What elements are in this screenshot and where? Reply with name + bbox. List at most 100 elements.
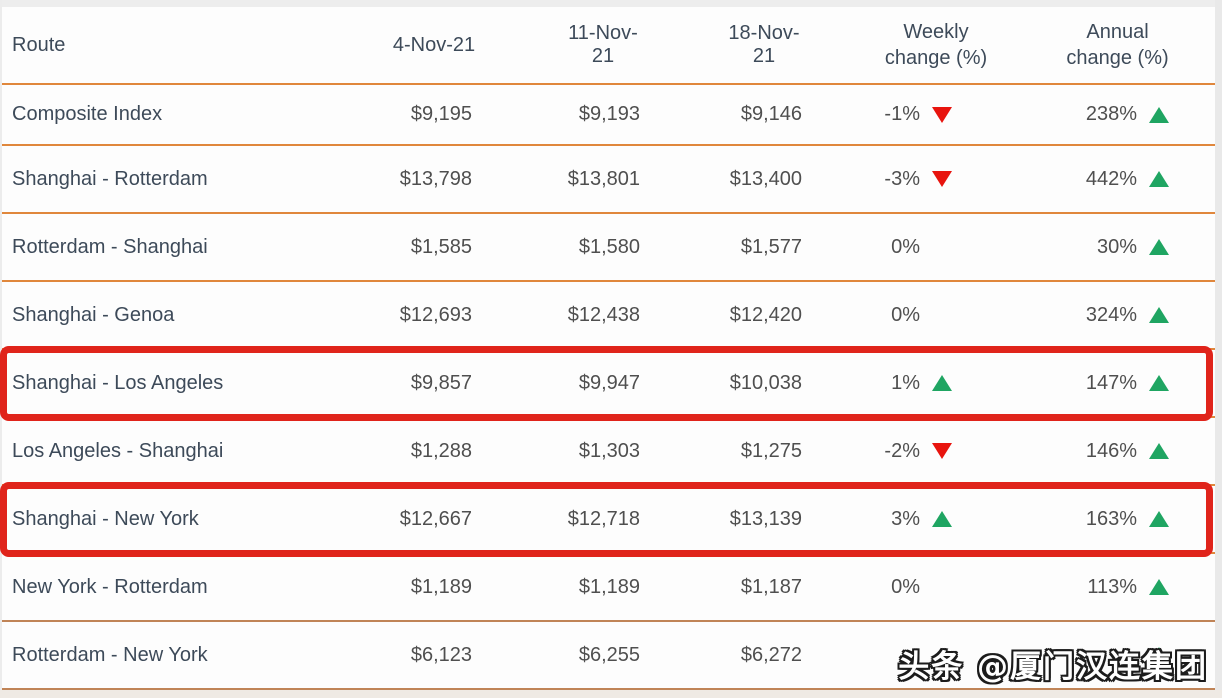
triangle-slot [920, 106, 952, 123]
bottom-edge-strip [0, 690, 1222, 698]
left-edge-strip [0, 0, 2, 698]
annual-change-cell-value: 442% [1085, 167, 1137, 190]
route-cell: Shanghai - Rotterdam [12, 167, 208, 190]
price-cell-date2: $9,947 [578, 371, 640, 394]
triangle-slot [1137, 171, 1169, 187]
annual-change-cell: 146% [992, 440, 1215, 463]
weekly-change-cell: 0% [810, 576, 992, 599]
price-cell-date1: $1,189 [410, 575, 472, 598]
route-cell: Shanghai - Genoa [12, 303, 175, 326]
triangle-slot [920, 375, 952, 391]
price-cell-date3: $9,146 [740, 103, 802, 125]
down-triangle-icon [932, 443, 952, 459]
table-row: Rotterdam - New York $6,123 $6,255 $6,272 [2, 622, 1215, 690]
table-row: Shanghai - Los Angeles $9,857 $9,947 $10,03… [2, 350, 1215, 418]
price-cell-date3: $13,400 [729, 167, 802, 190]
weekly-change-cell-value: 0% [891, 575, 920, 598]
up-triangle-icon [932, 375, 952, 391]
annual-change-cell-value: 324% [1085, 303, 1137, 326]
price-cell-date1: $1,288 [410, 439, 472, 462]
column-header-date-2: 11-Nov-21 [568, 22, 638, 67]
table-body: Composite Index $9,195 $9,193 $9,146 -1% 238%… [2, 85, 1215, 690]
price-cell-date3: $13,139 [729, 507, 802, 530]
up-triangle-icon [1149, 171, 1169, 187]
price-cell-date1: $12,667 [399, 507, 472, 530]
price-cell-date3: $1,275 [740, 439, 802, 462]
triangle-slot [1137, 443, 1169, 459]
column-header-annual-change: Annual change (%) [992, 19, 1215, 71]
weekly-change-cell-value: -3% [884, 167, 920, 190]
table-header-row: Route 4-Nov-21 11-Nov-21 18-Nov-21 Weekl… [2, 7, 1215, 85]
up-triangle-icon [1149, 511, 1169, 527]
annual-change-cell-value: 238% [1085, 103, 1137, 125]
price-cell-date2: $1,189 [578, 575, 640, 598]
route-cell: Los Angeles - Shanghai [12, 439, 224, 462]
weekly-change-cell: 0% [810, 304, 992, 327]
price-cell-date3: $10,038 [729, 371, 802, 394]
down-triangle-icon [932, 171, 952, 187]
triangle-slot [1137, 579, 1169, 595]
weekly-change-cell: -3% [810, 168, 992, 191]
annual-change-cell-value: 30% [1096, 235, 1137, 258]
annual-change-cell: 30% [992, 236, 1215, 259]
weekly-change-cell: -2% [810, 440, 992, 463]
annual-change-cell-value: 113% [1087, 575, 1137, 598]
price-cell-date1: $9,857 [410, 371, 472, 394]
weekly-change-cell: 0% [810, 236, 992, 259]
table-row: Los Angeles - Shanghai $1,288 $1,303 $1,275… [2, 418, 1215, 486]
column-header-weekly-change: Weekly change (%) [810, 19, 992, 71]
weekly-change-cell: 1% [810, 372, 992, 395]
weekly-change-cell: 3% [810, 508, 992, 531]
route-cell: Shanghai - New York [12, 507, 199, 530]
triangle-slot [1137, 647, 1169, 663]
triangle-slot [1137, 106, 1169, 123]
price-cell-date2: $12,438 [567, 303, 640, 326]
weekly-change-cell: -1% [810, 103, 992, 126]
up-triangle-icon [1149, 579, 1169, 595]
annual-change-cell: 147% [992, 372, 1215, 395]
weekly-header-line2: change (%) [884, 47, 988, 69]
triangle-slot [1137, 307, 1169, 323]
annual-change-cell: 442% [992, 168, 1215, 191]
weekly-change-cell-value: 0% [891, 235, 920, 258]
up-triangle-icon [932, 511, 952, 527]
table-row: Shanghai - Genoa $12,693 $12,438 $12,420 0% 3… [2, 282, 1215, 350]
table-row: Rotterdam - Shanghai $1,585 $1,580 $1,577 0%… [2, 214, 1215, 282]
table-row: Composite Index $9,195 $9,193 $9,146 -1% 238% [2, 85, 1215, 146]
up-triangle-icon [1149, 307, 1169, 323]
price-cell-date2: $9,193 [578, 103, 640, 125]
price-cell-date3: $1,187 [740, 575, 802, 598]
weekly-change-cell-value: -2% [884, 439, 920, 462]
route-cell: New York - Rotterdam [12, 575, 208, 598]
annual-change-cell: 163% [992, 508, 1215, 531]
column-header-date-1: 4-Nov-21 [392, 33, 476, 56]
up-triangle-icon [1149, 239, 1169, 255]
annual-change-cell: 238% [992, 103, 1215, 126]
weekly-change-cell-value: 1% [891, 371, 920, 394]
column-header-route: Route [12, 33, 66, 56]
route-cell: Rotterdam - Shanghai [12, 235, 208, 258]
price-cell-date2: $13,801 [567, 167, 640, 190]
annual-change-cell: 324% [992, 304, 1215, 327]
price-cell-date1: $12,693 [399, 303, 472, 326]
triangle-slot [1137, 511, 1169, 527]
triangle-slot [1137, 375, 1169, 391]
weekly-header-line1: Weekly [903, 21, 969, 43]
weekly-change-cell-value: 3% [891, 507, 920, 530]
annual-header-line1: Annual [1086, 21, 1149, 43]
price-cell-date3: $6,272 [740, 643, 802, 666]
price-cell-date1: $6,123 [410, 643, 472, 666]
table-row: New York - Rotterdam $1,189 $1,189 $1,187 0%… [2, 554, 1215, 622]
price-cell-date1: $13,798 [399, 167, 472, 190]
price-cell-date2: $6,255 [578, 643, 640, 666]
price-cell-date2: $12,718 [567, 507, 640, 530]
table-row: Shanghai - New York $12,667 $12,718 $13,139… [2, 486, 1215, 554]
price-cell-date2: $1,580 [578, 235, 640, 258]
up-triangle-icon [1149, 375, 1169, 391]
weekly-change-cell-value: 0% [891, 303, 920, 326]
route-cell: Shanghai - Los Angeles [12, 371, 224, 394]
top-edge-strip [0, 0, 1222, 7]
price-cell-date1: $9,195 [410, 103, 472, 125]
annual-change-cell-value: 146% [1085, 439, 1137, 462]
